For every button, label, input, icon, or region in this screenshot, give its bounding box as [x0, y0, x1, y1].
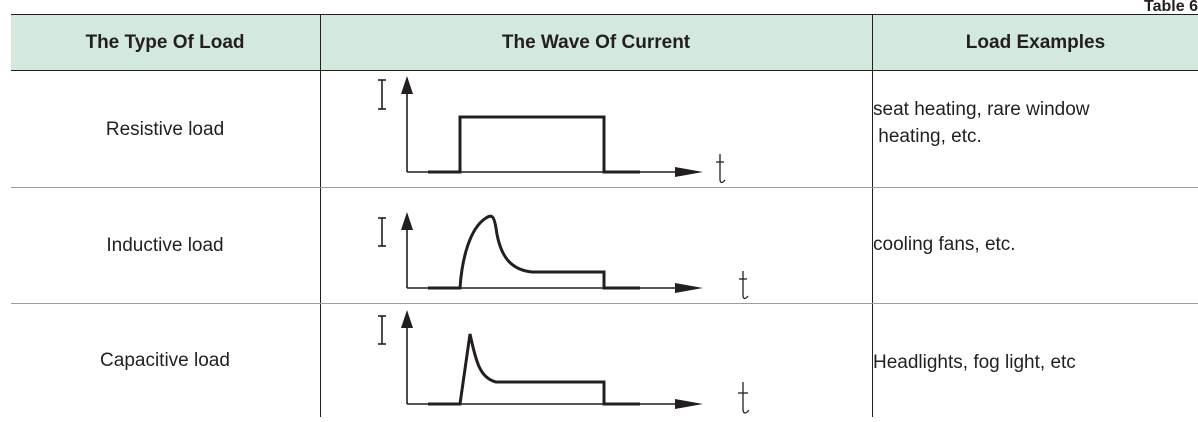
- example-line: Headlights, fog light, etc: [873, 352, 1076, 373]
- header-wave-of-current: The Wave Of Current: [501, 31, 691, 53]
- y-axis-arrowhead: [401, 310, 413, 328]
- capacitive-current-trace: [428, 333, 640, 406]
- example-line: cooling fans, etc.: [873, 234, 1016, 255]
- row-inductive-examples: cooling fans, etc.: [873, 231, 1198, 258]
- row-inductive-wave: [320, 188, 872, 303]
- x-axis-arrowhead: [675, 283, 703, 293]
- resistive-current-trace: [428, 115, 640, 174]
- row-resistive-type: Resistive load: [105, 118, 225, 140]
- t-axis-label: [738, 382, 750, 414]
- row-resistive-examples: seat heating, rare window heating, etc.: [873, 96, 1198, 150]
- inductive-current-waveform: [378, 212, 749, 300]
- t-axis-label: [716, 154, 726, 184]
- inductive-current-trace: [428, 214, 640, 290]
- header-type-of-load: The Type Of Load: [85, 31, 245, 53]
- capacitive-current-waveform: [378, 310, 750, 414]
- x-axis-arrowhead: [675, 167, 703, 177]
- x-axis-arrowhead: [675, 399, 703, 409]
- load-types-table: The Type Of Load The Wave Of Current Loa…: [0, 14, 1198, 417]
- row-inductive-type: Inductive load: [106, 234, 224, 256]
- t-axis-label: [739, 271, 749, 300]
- y-axis-arrowhead: [401, 76, 413, 94]
- table-header-row: The Type Of Load The Wave Of Current Loa…: [11, 15, 1198, 71]
- row-capacitive-examples: Headlights, fog light, etc: [873, 349, 1198, 376]
- column-divider: [872, 14, 873, 417]
- header-load-examples: Load Examples: [965, 31, 1106, 53]
- column-divider: [320, 14, 321, 417]
- table-caption: Table 6: [1144, 0, 1198, 15]
- row-capacitive-type: Capacitive load: [100, 349, 230, 371]
- example-line: seat heating, rare window: [873, 99, 1090, 120]
- row-resistive-wave: [320, 72, 872, 187]
- resistive-current-waveform: [378, 76, 726, 184]
- example-line: heating, etc.: [873, 126, 982, 147]
- row-divider: [11, 303, 1198, 304]
- table-top-border: [11, 14, 1198, 15]
- y-axis-arrowhead: [401, 212, 413, 230]
- row-capacitive-wave: [320, 304, 872, 417]
- row-divider: [11, 187, 1198, 188]
